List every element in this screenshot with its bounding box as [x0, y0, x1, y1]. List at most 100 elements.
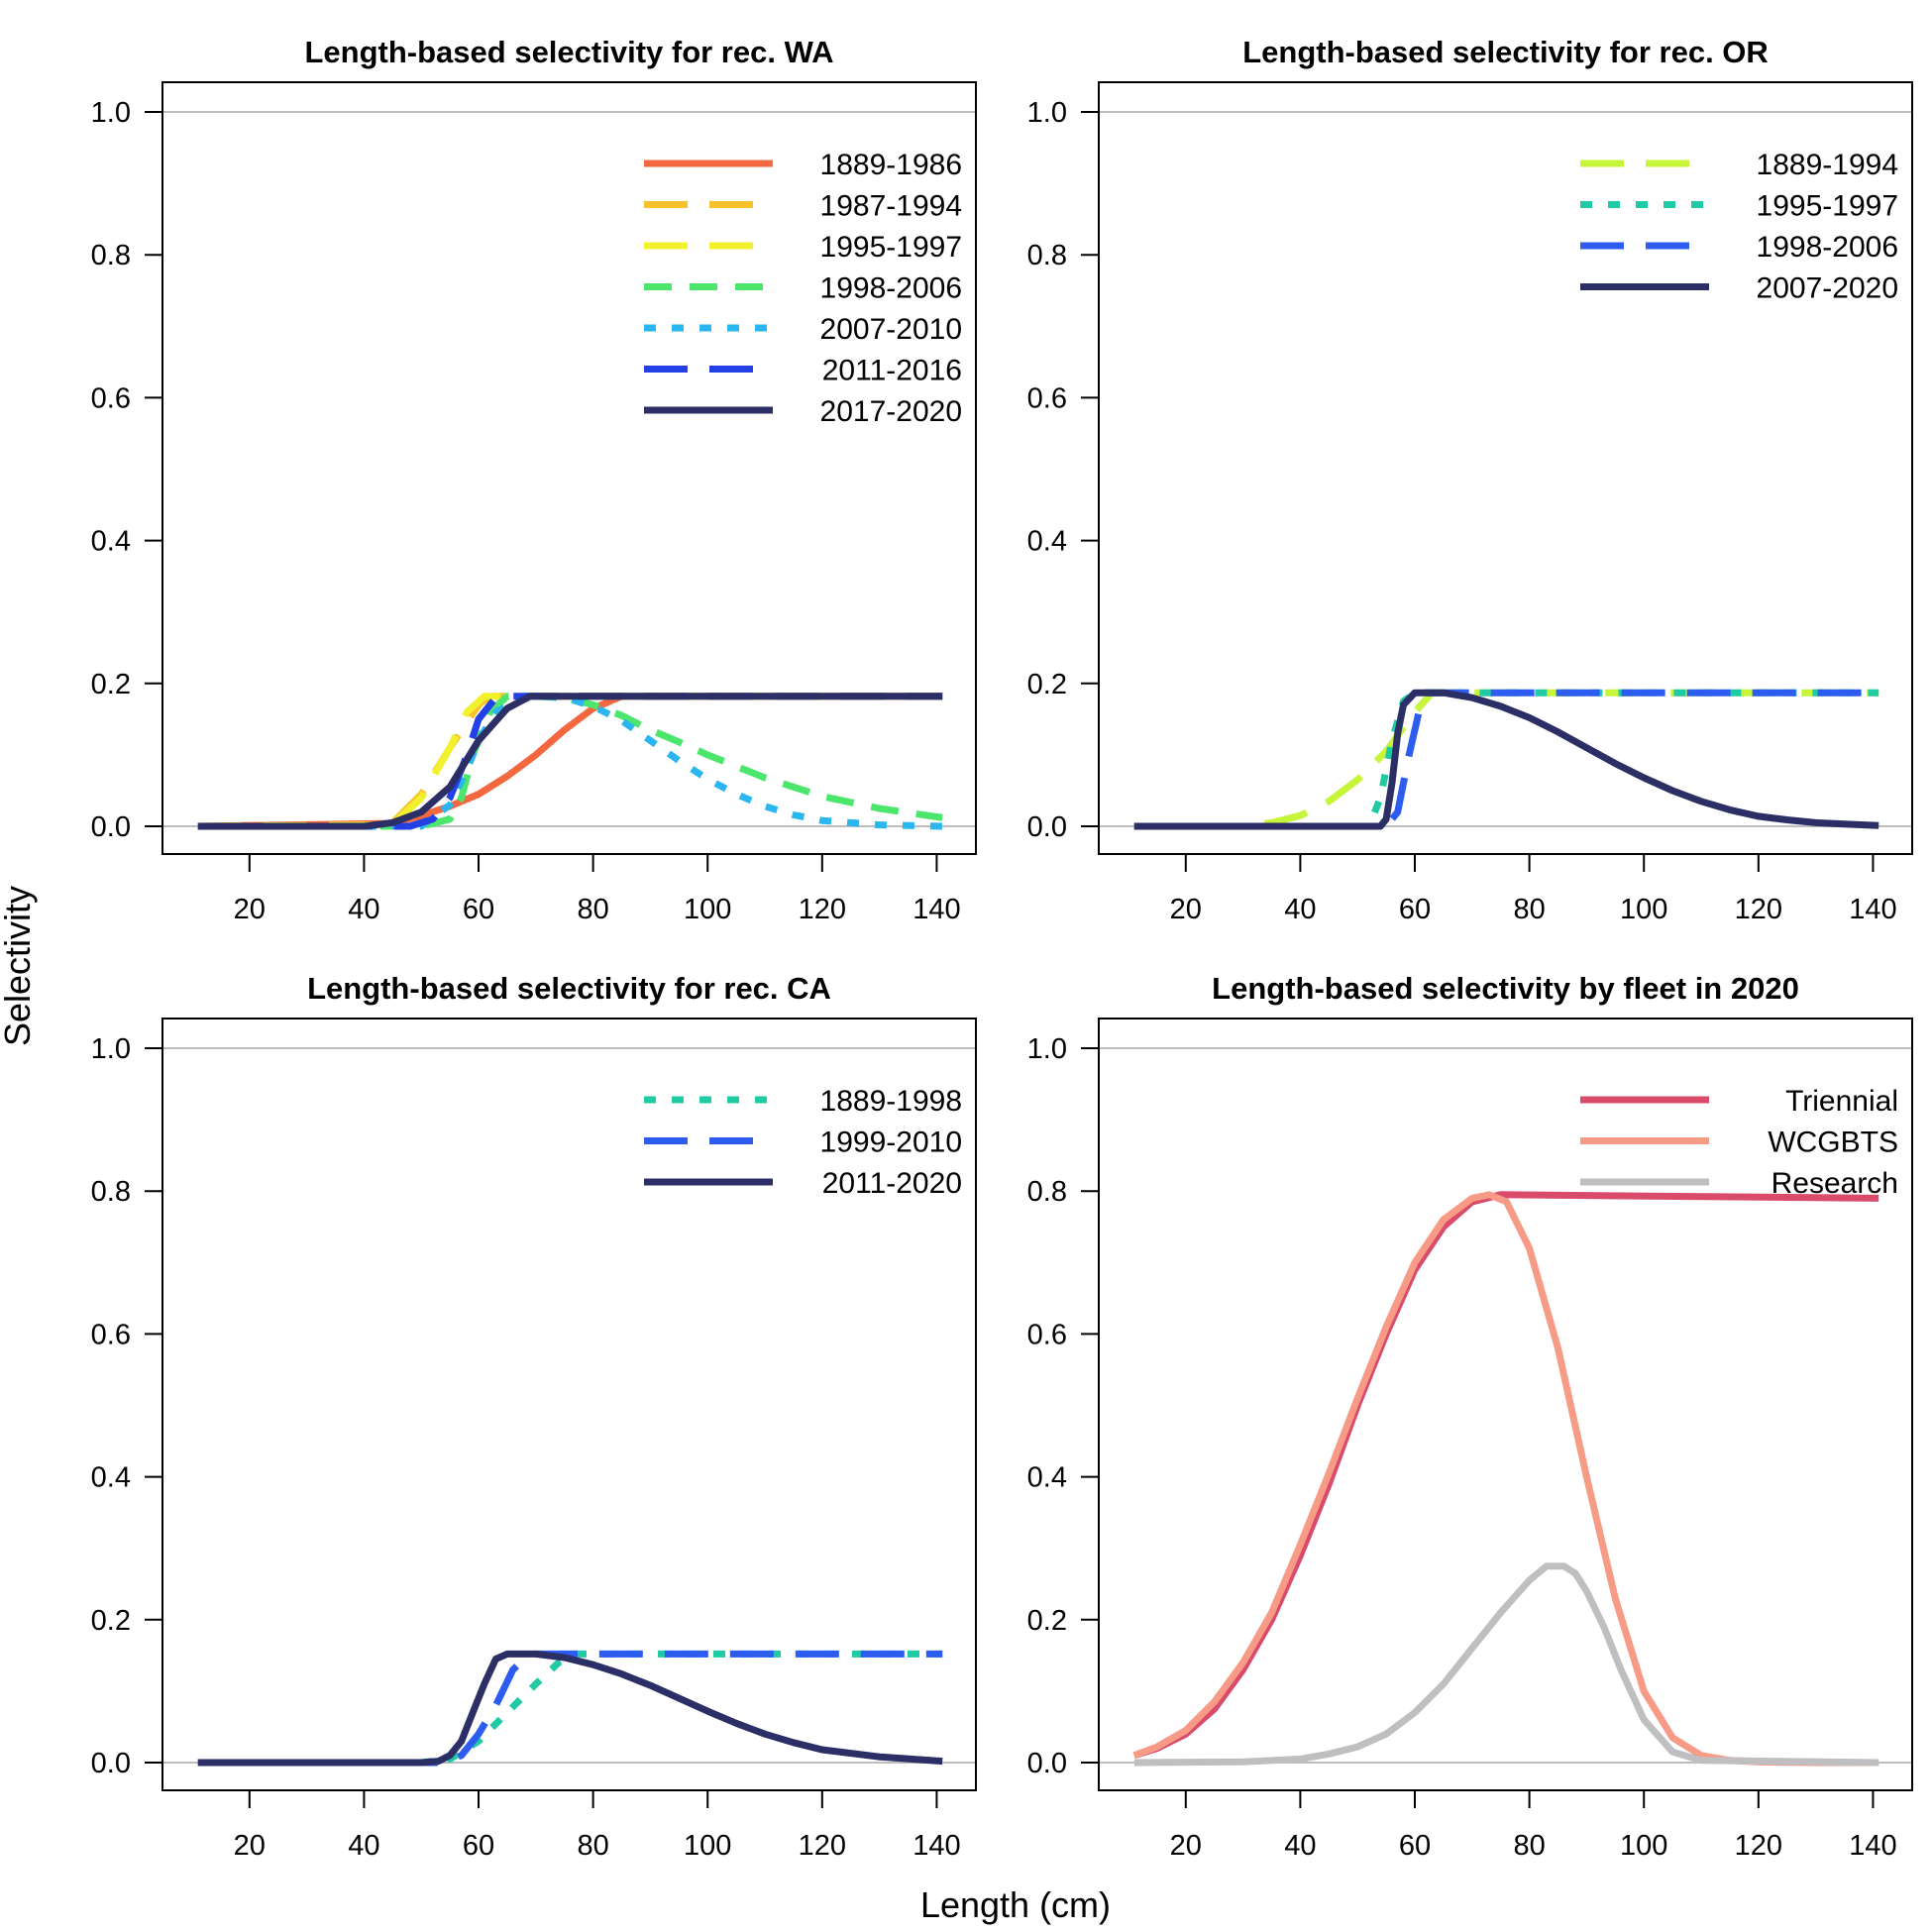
- y-tick-label: 0.8: [1027, 240, 1067, 271]
- series-line-1995-1997: [1133, 689, 1879, 830]
- y-tick-label: 0.8: [91, 240, 131, 271]
- panel-2: Length-based selectivity for rec. OR 0.0 0…: [1027, 35, 1913, 925]
- series-line-2011-2016: [197, 693, 943, 830]
- y-tick-label: 0.2: [91, 1605, 131, 1637]
- y-tick-label: 0.2: [91, 669, 131, 700]
- y-tick-label: 1.0: [91, 1033, 131, 1065]
- y-tick-label: 0.6: [91, 1319, 131, 1350]
- series-line-1995-1997: [197, 693, 943, 830]
- x-tick-label: 140: [912, 894, 960, 925]
- x-tick-label: 40: [348, 894, 379, 925]
- legend-label: 2017-2020: [820, 395, 962, 428]
- y-tick-label: 0.8: [1027, 1176, 1067, 1208]
- x-tick-label: 40: [1284, 894, 1316, 925]
- panel-1: Length-based selectivity for rec. WA 0.0 0…: [91, 35, 977, 925]
- series-line-2017-2020: [197, 693, 943, 830]
- series-line-1998-2006: [197, 693, 943, 830]
- plot-frame: [161, 81, 977, 855]
- x-tick-label: 120: [1735, 1830, 1782, 1862]
- x-tick-label: 100: [684, 894, 731, 925]
- x-tick-label: 100: [1620, 894, 1667, 925]
- x-tick-label: 60: [1399, 1830, 1431, 1862]
- y-tick-label: 0.0: [91, 1748, 131, 1779]
- x-tick-label: 80: [1513, 894, 1545, 925]
- x-tick-label: 80: [577, 1830, 608, 1862]
- plot-frame: [1098, 81, 1913, 855]
- y-tick-label: 0.0: [1027, 811, 1067, 843]
- legend-label: Triennial: [1785, 1085, 1898, 1118]
- series-line-wcgbts: [1132, 1191, 1879, 1767]
- y-tick-label: 1.0: [1027, 1033, 1067, 1065]
- panel-title: Length-based selectivity by fleet in 202…: [1212, 971, 1799, 1006]
- x-tick-label: 40: [1284, 1830, 1316, 1862]
- legend: 1889-1998 1999-2010 2011-2020: [644, 1085, 962, 1200]
- legend-label: 1995-1997: [1757, 190, 1898, 223]
- legend: 1889-1994 1995-1997 1998-2006 2007-2020: [1580, 149, 1898, 305]
- x-tick-label: 100: [684, 1830, 731, 1862]
- panel-3: Length-based selectivity for rec. CA 0.0 0…: [91, 971, 977, 1862]
- legend-label: WCGBTS: [1768, 1127, 1898, 1159]
- x-tick-label: 20: [1170, 894, 1202, 925]
- panel-title: Length-based selectivity for rec. WA: [304, 35, 833, 69]
- y-tick-label: 0.4: [91, 526, 131, 558]
- legend-label: 2007-2010: [820, 313, 962, 346]
- series-line-1889-1986: [197, 693, 943, 830]
- x-tick-label: 20: [234, 894, 266, 925]
- legend: 1889-1986 1987-1994 1995-1997 1998-2006 2007…: [644, 149, 962, 428]
- x-tick-label: 120: [799, 1830, 846, 1862]
- x-tick-label: 20: [1170, 1830, 1202, 1862]
- series-line-1889-1998: [197, 1650, 943, 1767]
- x-tick-label: 140: [912, 1830, 960, 1862]
- figure-y-axis-title: Selectivity: [0, 886, 38, 1046]
- legend-label: 1889-1986: [820, 149, 962, 181]
- y-tick-label: 0.2: [1027, 669, 1067, 700]
- x-tick-label: 80: [577, 894, 608, 925]
- y-tick-label: 0.4: [91, 1462, 131, 1494]
- y-tick-label: 1.0: [1027, 97, 1067, 129]
- plot-frame: [1098, 1018, 1913, 1791]
- plot-frame: [161, 1018, 977, 1791]
- figure-x-axis-title: Length (cm): [920, 1884, 1111, 1925]
- y-tick-label: 0.4: [1027, 526, 1067, 558]
- y-tick-label: 1.0: [91, 97, 131, 129]
- series-line-1998-2006: [1133, 689, 1879, 830]
- y-tick-label: 0.6: [1027, 382, 1067, 414]
- legend-label: 1889-1998: [820, 1085, 962, 1118]
- x-tick-label: 40: [348, 1830, 379, 1862]
- x-tick-label: 60: [463, 894, 494, 925]
- x-tick-label: 140: [1849, 1830, 1896, 1862]
- legend-label: 1998-2006: [820, 272, 962, 305]
- x-tick-label: 20: [234, 1830, 266, 1862]
- x-tick-label: 60: [463, 1830, 494, 1862]
- legend-label: 2007-2020: [1757, 272, 1898, 305]
- legend-label: 2011-2016: [822, 355, 962, 387]
- x-tick-label: 120: [1735, 894, 1782, 925]
- y-tick-label: 0.0: [91, 811, 131, 843]
- panel-4: Length-based selectivity by fleet in 202…: [1027, 971, 1913, 1862]
- panel-title: Length-based selectivity for rec. OR: [1242, 35, 1769, 69]
- legend-label: 1995-1997: [820, 231, 962, 264]
- y-tick-label: 0.6: [91, 382, 131, 414]
- legend-label: 2011-2020: [822, 1167, 962, 1200]
- legend-label: 1889-1994: [1757, 149, 1898, 181]
- panels: Length-based selectivity for rec. WA 0.0 0…: [91, 35, 1913, 1862]
- series-line-research: [1133, 1562, 1879, 1767]
- series-line-triennial: [1132, 1191, 1879, 1760]
- legend-label: Research: [1771, 1167, 1898, 1200]
- series-line-1999-2010: [197, 1650, 943, 1767]
- legend: Triennial WCGBTS Research: [1580, 1085, 1898, 1200]
- y-tick-label: 0.6: [1027, 1319, 1067, 1350]
- legend-label: 1987-1994: [820, 190, 962, 223]
- x-tick-label: 60: [1399, 894, 1431, 925]
- legend-label: 1998-2006: [1757, 231, 1898, 264]
- x-tick-label: 80: [1513, 1830, 1545, 1862]
- y-tick-label: 0.4: [1027, 1462, 1067, 1494]
- y-tick-label: 0.8: [91, 1176, 131, 1208]
- legend-label: 1999-2010: [820, 1127, 962, 1159]
- y-tick-label: 0.0: [1027, 1748, 1067, 1779]
- x-tick-label: 100: [1620, 1830, 1667, 1862]
- series-line-2007-2010: [197, 693, 943, 830]
- panel-title: Length-based selectivity for rec. CA: [307, 971, 831, 1006]
- series-line-2007-2020: [1133, 689, 1879, 830]
